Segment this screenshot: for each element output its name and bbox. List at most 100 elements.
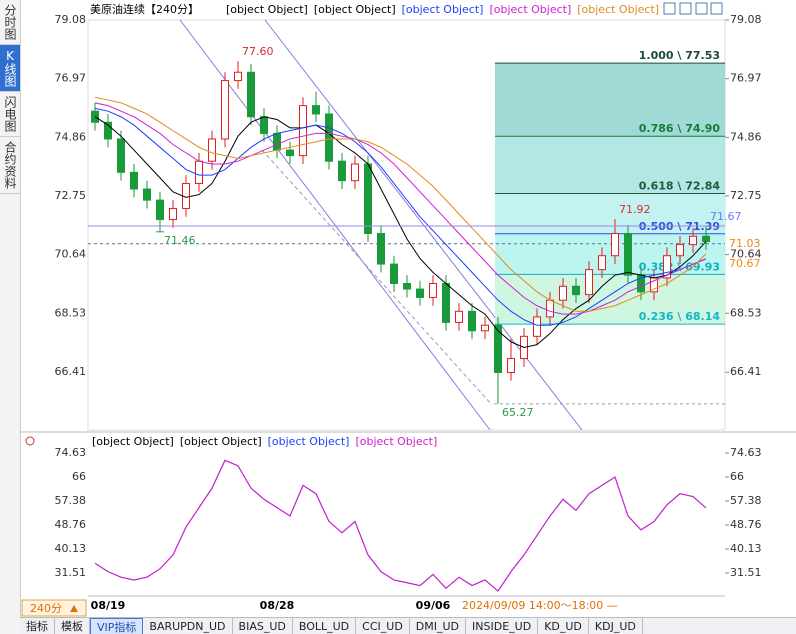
candle-body [611,232,619,257]
candle-body [195,160,203,184]
candle-body [663,255,671,279]
legend-entry: [object Object] [92,435,174,448]
legend: [object Object] [object Object] [object Ob… [226,3,659,16]
indicator-tab[interactable]: VIP指标 [90,618,144,634]
fib-label: 0.618 \ 72.84 [639,179,721,192]
y-tick-label: 68.53 [55,306,87,319]
candle-body [286,149,294,157]
y-tick-label: 79.08 [55,13,87,26]
candle-body [260,116,268,134]
annotation-label: 65.27 [502,406,534,419]
ma-line [94,96,707,312]
candle-body [559,285,567,301]
legend-entry: [object Object] [577,3,659,16]
channel-line [179,19,491,431]
y-tick-label: 74.86 [730,130,762,143]
candle-body [598,255,606,271]
y-tick-label: 70.64 [55,248,87,261]
channel-midline [261,149,493,406]
fib-zone [495,233,725,275]
candle-body [299,105,307,157]
y-tick-label: 48.76 [55,518,87,531]
indicator-tab[interactable]: 模板 [55,618,90,634]
candle-body [247,71,255,118]
candle-body [546,299,554,318]
period-arrow[interactable] [70,605,78,612]
legend-entry: [object Object] [180,435,262,448]
y-tick-label: 40.13 [730,542,762,555]
y-tick-label: 57.38 [55,494,87,507]
y-tick-label: 40.13 [55,542,87,555]
candle-body [689,235,697,246]
candle-body [234,71,242,82]
annotation-label: 71.46 [164,234,196,247]
indicator-tab[interactable]: BARUPDN_UD [143,618,233,634]
indicator-tab[interactable]: INSIDE_UD [466,618,539,634]
legend-entry: [object Object] [268,435,350,448]
y-tick-label: 31.51 [730,566,762,579]
bottom-tabs: 指标 模板 VIP指标 BARUPDN_UD BIAS_UD BOLL_UD CCI_UD D… [20,617,796,634]
candle-body [273,132,281,151]
ma-line [94,107,707,326]
candle-body [403,283,411,290]
indicator-tab[interactable]: 指标 [20,618,55,634]
indicator-tab[interactable]: KD_UD [538,618,589,634]
sidebar: 分时图 K线图 闪电图 合约资料 [0,0,21,634]
legend-entry: [object Object] [355,435,437,448]
annotation-label: 71.67 [710,210,742,223]
legend-entry: [object Object] [489,3,571,16]
candle-body [143,188,151,201]
fib-zone [495,136,725,194]
period-label[interactable]: 240分 [30,602,62,615]
indicator-tab[interactable]: KDJ_UD [589,618,643,634]
y-tick-label: 70.64 [730,248,762,261]
sidebar-tab[interactable]: K线图 [0,45,20,92]
candle-body [364,163,372,234]
candle-body [455,310,463,323]
annotation-label: 71.92 [619,203,651,216]
candle-body [325,113,333,162]
time-info: 2024/09/09 14:00～18:00 — [462,599,618,612]
candle-body [585,269,593,296]
candle-body [338,160,346,182]
candle-body [416,288,424,298]
legend-entry: [object Object] [314,3,396,16]
indicator-tab[interactable]: BIAS_UD [233,618,293,634]
sidebar-tab[interactable]: 分时图 [0,0,20,45]
settings-icon[interactable] [25,436,35,446]
candle-body [442,283,450,323]
y-tick-label: 66.41 [730,365,762,378]
candle-body [169,207,177,221]
fib-label: 0.236 \ 68.14 [639,310,721,323]
indicator-tab[interactable]: DMI_UD [410,618,467,634]
fib-zone [495,274,725,325]
candle-body [676,244,684,257]
indicator-tab[interactable]: CCI_UD [356,618,410,634]
legend: [object Object] [object Object] [object Ob… [92,435,437,448]
x-tick-label: 08/19 [91,599,126,612]
candle-body [312,105,320,115]
indicator-tab[interactable]: BOLL_UD [293,618,357,634]
annotation-label: 77.60 [242,45,274,58]
y-tick-label: 66 [730,470,744,483]
y-tick-label: 72.75 [55,189,87,202]
y-tick-label: 66 [72,470,86,483]
candle-body [156,199,164,221]
price-tag: 71.03 [729,237,761,250]
candle-body [429,283,437,298]
y-tick-label: 74.86 [55,130,87,143]
ma-line [94,102,707,315]
fib-label: 1.000 \ 77.53 [639,49,720,62]
sidebar-tab[interactable]: 合约资料 [0,137,20,194]
fib-label: 0.786 \ 74.90 [639,122,721,135]
legend-entry: [object Object] [226,3,308,16]
candle-body [572,285,580,296]
x-tick-label: 09/06 [416,599,451,612]
toolbar-icons[interactable] [663,2,723,15]
candle-body [481,324,489,332]
y-tick-label: 79.08 [730,13,762,26]
channel-line [264,19,583,431]
sidebar-tab[interactable]: 闪电图 [0,92,20,137]
